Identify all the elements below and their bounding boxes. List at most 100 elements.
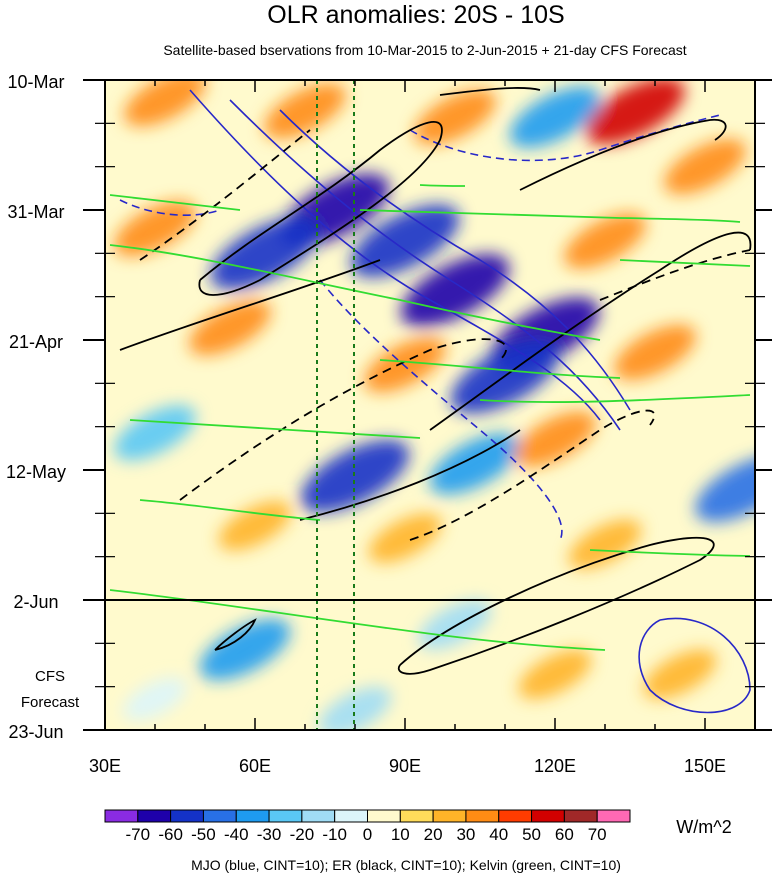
colorbar-swatch-12: [498, 809, 533, 823]
x-tick-label-30E: 30E: [89, 756, 121, 776]
y-tick-label-10-Mar: 10-Mar: [7, 72, 64, 92]
anomaly-blob-0: [124, 80, 206, 127]
kelvin-contour: [139, 499, 321, 521]
er-contour: [439, 87, 541, 96]
colorbar-label--60: -60: [158, 825, 183, 844]
mjo-contours: [119, 89, 751, 714]
anomaly-blob-19: [429, 433, 521, 495]
anomaly-blob-23: [368, 513, 442, 563]
anomaly-blob-2: [414, 89, 496, 145]
colorbar-swatch-1: [137, 809, 172, 823]
kelvin-contour: [619, 259, 751, 267]
mjo-contour: [279, 109, 631, 411]
colorbar-label--10: -10: [322, 825, 347, 844]
colorbar-swatch-9: [399, 809, 434, 823]
colorbar-swatch-4: [235, 809, 270, 823]
chart-footer: MJO (blue, CINT=10); ER (black, CINT=10)…: [191, 857, 621, 873]
anomaly-blob-10: [400, 254, 510, 327]
colorbar-label-70: 70: [588, 825, 607, 844]
anomaly-blob-5: [664, 139, 746, 195]
kelvin-contour: [359, 209, 741, 223]
y-tick-label-2-Jun: 2-Jun: [13, 592, 58, 612]
anomaly-blob-14: [189, 300, 271, 356]
chart-title: OLR anomalies: 20S - 10S: [267, 1, 564, 29]
x-tick-label-60E: 60E: [239, 756, 271, 776]
anomaly-blob-13: [564, 213, 646, 269]
y-tick-label-31-Mar: 31-Mar: [7, 202, 64, 222]
x-tick-label-150E: 150E: [684, 756, 726, 776]
er-contour: [198, 121, 443, 296]
mjo-contour: [119, 199, 221, 216]
anomaly-blob-29: [318, 686, 392, 730]
colorbar-label-0: 0: [363, 825, 372, 844]
anomaly-blob-4: [585, 80, 685, 145]
mjo-contour: [409, 114, 721, 162]
anomaly-blob-27: [518, 649, 592, 699]
er-contour: [119, 259, 381, 351]
colorbar-label--40: -40: [224, 825, 249, 844]
colorbar-swatch-13: [531, 809, 565, 823]
x-tick-label-90E: 90E: [389, 756, 421, 776]
anomaly-blob-18: [300, 439, 410, 513]
kelvin-contour: [379, 359, 621, 379]
er-contour: [397, 536, 715, 675]
anomaly-blob-28: [643, 649, 717, 699]
chart-subtitle: Satellite-based bservations from 10-Mar-…: [163, 42, 686, 58]
colorbar-label--30: -30: [257, 825, 282, 844]
anomaly-blob-25: [199, 619, 291, 680]
forecast-label-line1: CFS: [35, 668, 65, 685]
kelvin-contour: [589, 549, 751, 557]
colorbar-swatch-8: [367, 809, 401, 823]
kelvin-contours: [109, 184, 751, 651]
colorbar-label-20: 20: [424, 825, 443, 844]
colorbar: -70 -60 -50 -40 -30 -20 -10 0 10 20 30 40 50 60 70: [104, 809, 631, 844]
y-tick-label-12-May: 12-May: [6, 462, 66, 482]
plot-area: [105, 80, 755, 730]
er-contour: [299, 429, 521, 521]
colorbar-label-50: 50: [522, 825, 541, 844]
anomaly-blob-24: [568, 519, 642, 569]
colorbar-label--20: -20: [290, 825, 315, 844]
er-contour: [139, 129, 311, 261]
er-contour: [599, 249, 751, 301]
colorbar-swatch-2: [170, 809, 204, 823]
x-axis: 30E 60E 90E 120E 150E: [89, 80, 756, 776]
colorbar-swatch-10: [432, 809, 467, 823]
colorbar-units: W/m^2: [676, 817, 731, 837]
mjo-contour: [189, 89, 601, 421]
anomaly-blob-8: [210, 216, 320, 290]
x-tick-label-120E: 120E: [534, 756, 576, 776]
anomaly-blob-22: [218, 501, 292, 551]
colorbar-label--50: -50: [191, 825, 216, 844]
colorbar-label--70: -70: [126, 825, 151, 844]
kelvin-contour: [109, 244, 601, 341]
colorbar-swatch-14: [563, 809, 598, 823]
anomaly-blob-3: [509, 86, 601, 148]
er-contour: [214, 618, 257, 651]
colorbar-label-30: 30: [456, 825, 475, 844]
kelvin-contour: [479, 394, 751, 403]
colorbar-label-40: 40: [489, 825, 508, 844]
colorbar-swatch-0: [104, 809, 139, 823]
er-contours: [119, 87, 752, 675]
forecast-label-line2: Forecast: [21, 694, 80, 711]
kelvin-contour: [109, 194, 241, 211]
er-contour: [179, 338, 507, 501]
anomaly-blob-16: [614, 324, 696, 380]
anomaly-blob-20: [695, 455, 755, 522]
colorbar-swatch-5: [268, 809, 303, 823]
mjo-contour: [638, 617, 751, 714]
kelvin-contour: [129, 419, 421, 439]
er-contour: [519, 118, 727, 191]
plot-frame: [104, 79, 756, 731]
colorbar-swatch-6: [301, 809, 336, 823]
y-axis: 10-Mar 31-Mar 21-Apr 12-May 2-Jun 23-Jun: [6, 72, 772, 742]
anomaly-blob-1: [264, 83, 346, 139]
anomaly-blob-30: [123, 677, 187, 721]
mjo-contour: [319, 279, 563, 541]
colorbar-swatch-3: [202, 809, 237, 823]
anomaly-blob-7: [350, 204, 460, 278]
mjo-contour: [229, 99, 621, 431]
anomaly-blob-17: [114, 405, 196, 461]
colorbar-swatch-15: [596, 809, 631, 823]
